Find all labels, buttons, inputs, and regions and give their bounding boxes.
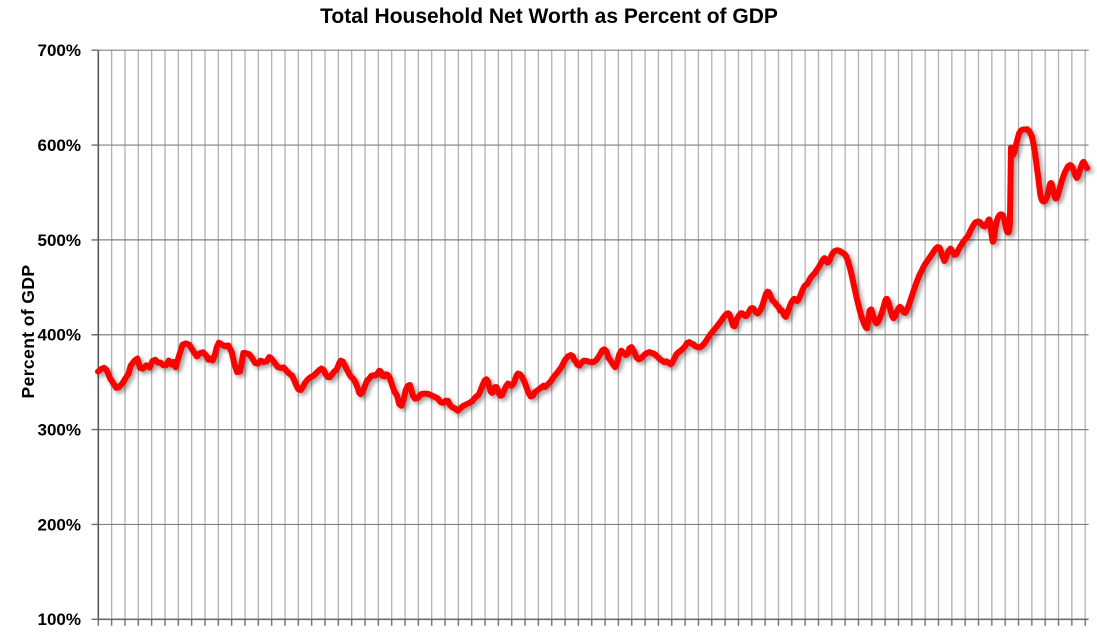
svg-text:200%: 200% (38, 515, 81, 534)
svg-text:Total Household Net Worth as P: Total Household Net Worth as Percent of … (320, 5, 778, 28)
svg-text:500%: 500% (38, 231, 81, 250)
svg-text:700%: 700% (38, 41, 81, 60)
svg-text:600%: 600% (38, 136, 81, 155)
svg-text:100%: 100% (38, 610, 81, 629)
svg-text:300%: 300% (38, 421, 81, 440)
svg-text:Percent of GDP: Percent of GDP (18, 265, 38, 399)
svg-text:400%: 400% (38, 326, 81, 345)
